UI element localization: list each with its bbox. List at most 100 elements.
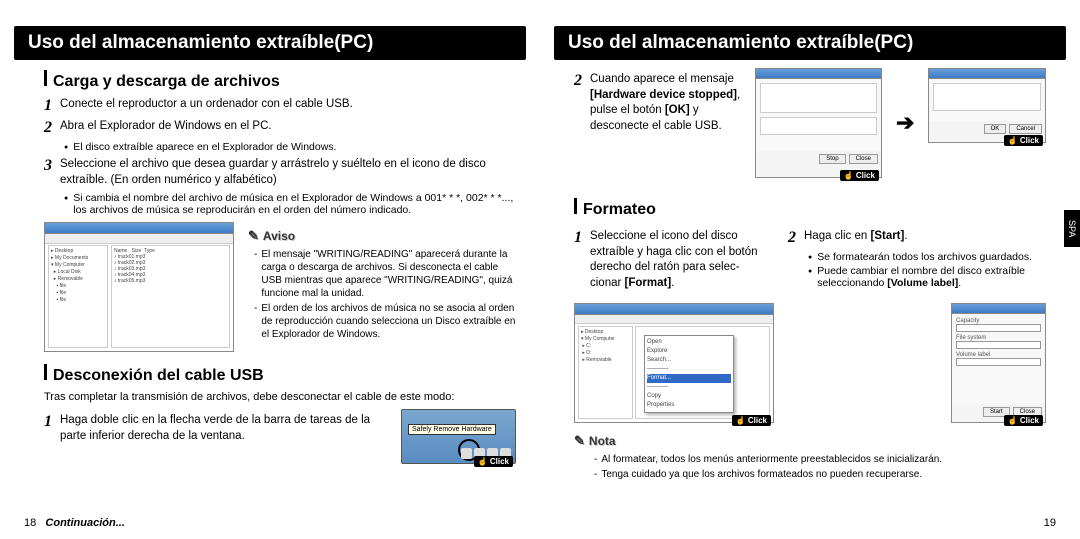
step-num: 3 xyxy=(44,157,60,188)
step-num: 2 xyxy=(574,72,590,134)
bullet-text: Se formatearán todos los archivos guarda… xyxy=(817,251,1032,263)
mini-toolbar xyxy=(575,315,773,324)
left-page: Uso del almacenamiento extraíble(PC) Car… xyxy=(0,0,540,539)
explorer-tree-pane: ▸ Desktop▸ My Documents▾ My Computer ▸ L… xyxy=(48,245,108,348)
heading-text: Carga y descarga de archivos xyxy=(53,73,280,91)
cancel-button: Cancel xyxy=(1009,124,1042,134)
aviso-text: El mensaje "WRITING/READING" aparecerá d… xyxy=(261,248,516,300)
click-tag: Click xyxy=(474,456,513,467)
click-tag: Click xyxy=(1004,415,1043,426)
right-content: 2 Cuando aparece el mensaje [Hardware de… xyxy=(540,68,1080,481)
step-text: Cuando aparece el mensaje [Hardware devi… xyxy=(590,72,741,134)
step-text: Haga clic en [Start]. xyxy=(804,229,908,247)
step-text: Seleccione el icono del disco extraíble … xyxy=(590,229,774,291)
bullet: Puede cambiar el nombre del disco extraí… xyxy=(808,265,1046,289)
bullet-text: Si cambia el nombre del archivo de músic… xyxy=(73,192,516,216)
device-list xyxy=(760,83,877,113)
arrow-icon: ➔ xyxy=(896,110,914,136)
explorer-tree-pane: ▸ Desktop▾ My Computer ▸ C: ▸ D: ▸ Remov… xyxy=(578,326,633,419)
mini-toolbar xyxy=(45,234,233,244)
step-text: Seleccione el archivo que desea guardar … xyxy=(60,157,516,188)
aviso-text: El orden de los archivos de música no se… xyxy=(261,302,516,341)
left-footer: 18 Continuación... xyxy=(24,517,125,529)
device-list xyxy=(933,83,1041,111)
format-dialog-screenshot: Capacity File system Volume label Start … xyxy=(951,303,1046,423)
right-page: Uso del almacenamiento extraíble(PC) SPA… xyxy=(540,0,1080,539)
step-num: 2 xyxy=(788,229,804,247)
nota-text: Tenga cuidado ya que los archivos format… xyxy=(601,468,922,481)
context-menu-pane: OpenExploreSearch...─────Format...─────C… xyxy=(635,326,770,419)
step-2: 2 Abra el Explorador de Windows en el PC… xyxy=(44,119,516,137)
step-2-top: 2 Cuando aparece el mensaje [Hardware de… xyxy=(574,72,741,134)
disconnect-row: 1 Haga doble clic en la flecha verde de … xyxy=(44,409,516,464)
aviso-item: El mensaje "WRITING/READING" aparecerá d… xyxy=(254,248,516,300)
mini-titlebar xyxy=(756,69,881,79)
step-text: Conecte el reproductor a un ordenador co… xyxy=(60,97,353,115)
format-context-menu-screenshot: ▸ Desktop▾ My Computer ▸ C: ▸ D: ▸ Remov… xyxy=(574,303,774,423)
stop-device-dialog-screenshot: OK Cancel Click xyxy=(928,68,1046,143)
bullet: Se formatearán todos los archivos guarda… xyxy=(808,251,1046,263)
top-row: 2 Cuando aparece el mensaje [Hardware de… xyxy=(574,68,1046,178)
format-step2-col: 2 Haga clic en [Start]. Se formatearán t… xyxy=(788,225,1046,291)
step-1-disconnect: 1 Haga doble clic en la flecha verde de … xyxy=(44,413,387,444)
aviso-heading: ✎ Aviso xyxy=(248,228,516,244)
stop-button: Stop xyxy=(819,154,845,164)
left-content: Carga y descarga de archivos 1 Conecte e… xyxy=(0,70,540,464)
continuation-label: Continuación... xyxy=(45,517,124,529)
step-3: 3 Seleccione el archivo que desea guarda… xyxy=(44,157,516,188)
context-menu: OpenExploreSearch...─────Format...─────C… xyxy=(644,335,734,413)
aviso-block: ✎ Aviso El mensaje "WRITING/READING" apa… xyxy=(248,222,516,343)
right-footer: 19 xyxy=(1044,517,1056,529)
language-tab: SPA xyxy=(1064,210,1080,247)
taskbar-tooltip: Safely Remove Hardware xyxy=(408,424,496,435)
taskbar-screenshot: Safely Remove Hardware Click xyxy=(401,409,516,464)
dialog-buttons: Stop Close xyxy=(756,151,881,167)
step-2-format: 2 Haga clic en [Start]. xyxy=(788,229,1046,247)
heading-text: Desconexión del cable USB xyxy=(53,367,264,385)
explorer-list-pane: Name Size Type♪ track01.mp3♪ track02.mp3… xyxy=(111,245,230,348)
mini-titlebar xyxy=(952,304,1045,314)
step-num: 1 xyxy=(574,229,590,291)
bullet-text: Puede cambiar el nombre del disco extraí… xyxy=(817,265,1046,289)
dialog-body xyxy=(756,79,881,151)
format-steps-row: 1 Seleccione el icono del disco extraíbl… xyxy=(574,225,1046,295)
nota-text: Al formatear, todos los menús anteriorme… xyxy=(601,453,942,466)
heading-marker xyxy=(44,364,47,380)
heading-desconexion: Desconexión del cable USB xyxy=(44,364,516,385)
dialog-body: Capacity File system Volume label xyxy=(952,314,1045,404)
page-number: 19 xyxy=(1044,517,1056,529)
step-text: Haga doble clic en la flecha verde de la… xyxy=(60,413,387,444)
step-text: Abra el Explorador de Windows en el PC. xyxy=(60,119,272,137)
bullet: Si cambia el nombre del archivo de músic… xyxy=(64,192,516,216)
heading-marker xyxy=(44,70,47,86)
click-tag: Click xyxy=(1004,135,1043,146)
click-tag: Click xyxy=(732,415,771,426)
aviso-label: Aviso xyxy=(263,229,295,243)
right-title-bar: Uso del almacenamiento extraíble(PC) xyxy=(554,26,1066,60)
nota-label: Nota xyxy=(589,434,616,448)
page-number: 18 xyxy=(24,517,36,529)
step-num: 1 xyxy=(44,97,60,115)
windows-explorer-screenshot: ▸ Desktop▸ My Documents▾ My Computer ▸ L… xyxy=(44,222,234,352)
format-shots-row: ▸ Desktop▾ My Computer ▸ C: ▸ D: ▸ Remov… xyxy=(574,303,1046,423)
intro-text: Tras completar la transmisión de archivo… xyxy=(44,391,516,403)
dialog-body xyxy=(929,79,1045,121)
step-num: 1 xyxy=(44,413,60,444)
click-tag: Click xyxy=(840,170,879,181)
mini-titlebar xyxy=(45,223,233,234)
heading-formateo: Formateo xyxy=(574,198,1046,219)
nota-heading: ✎ Nota xyxy=(574,433,1046,449)
close-button: Close xyxy=(849,154,878,164)
nota-item: Tenga cuidado ya que los archivos format… xyxy=(594,468,1046,481)
explorer-and-aviso-row: ▸ Desktop▸ My Documents▾ My Computer ▸ L… xyxy=(44,222,516,352)
pencil-icon: ✎ xyxy=(248,228,259,244)
mini-titlebar xyxy=(929,69,1045,79)
bullet: El disco extraíble aparece en el Explora… xyxy=(64,141,516,153)
heading-marker xyxy=(574,198,577,214)
step-1: 1 Conecte el reproductor a un ordenador … xyxy=(44,97,516,115)
safely-remove-dialog-screenshot: Stop Close Click xyxy=(755,68,882,178)
heading-carga: Carga y descarga de archivos xyxy=(44,70,516,91)
left-title-bar: Uso del almacenamiento extraíble(PC) xyxy=(14,26,526,60)
step-num: 2 xyxy=(44,119,60,137)
spread: Uso del almacenamiento extraíble(PC) Car… xyxy=(0,0,1080,539)
